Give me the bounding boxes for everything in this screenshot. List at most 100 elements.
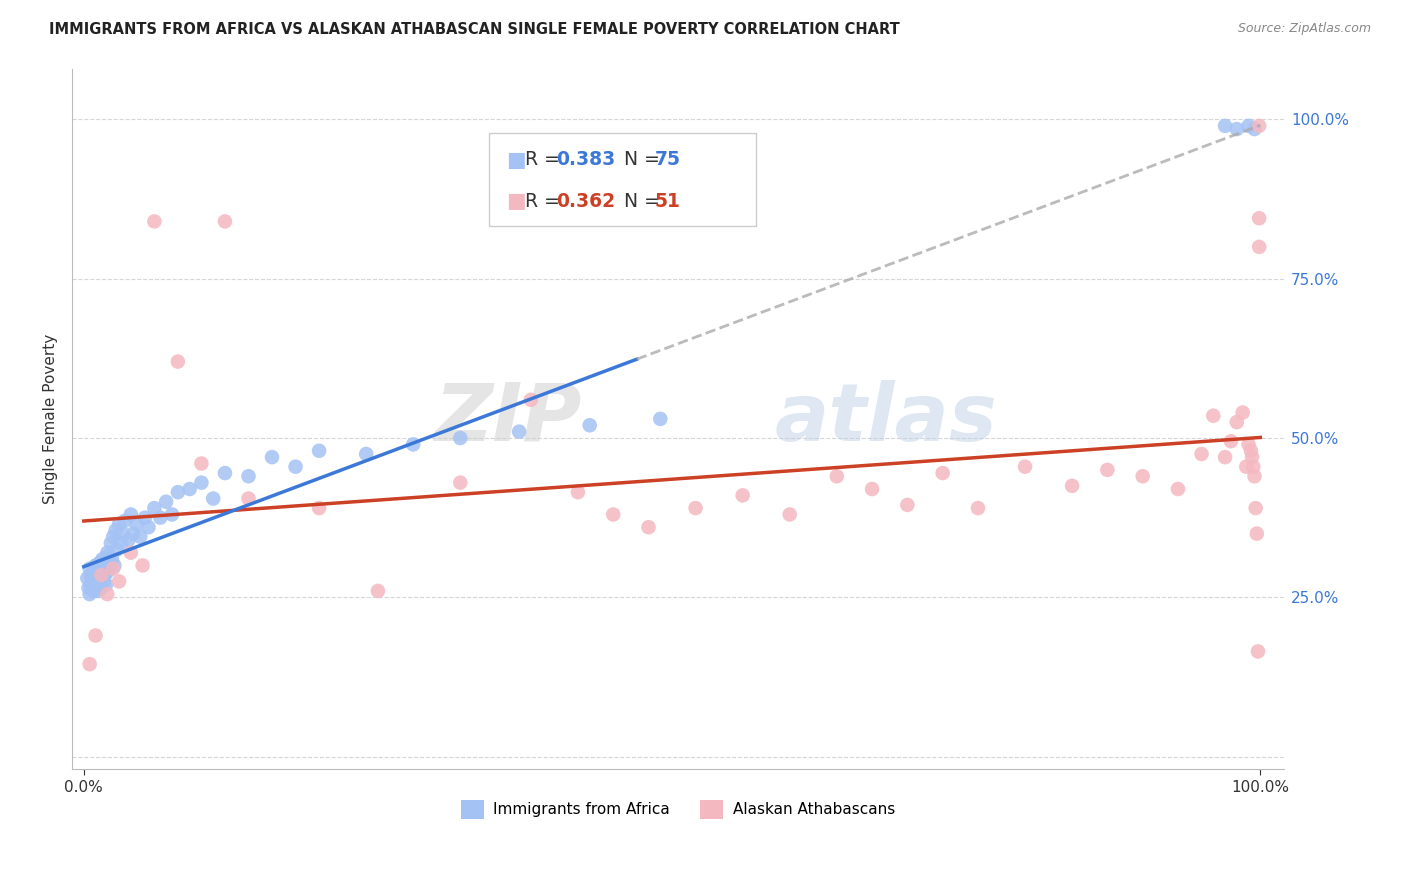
Point: [111, 526, 134, 541]
Point: [896, 498, 918, 512]
Point: [260, 450, 283, 464]
Point: [238, 469, 260, 483]
Point: [1244, 501, 1267, 516]
Point: [1246, 526, 1268, 541]
Point: [93, 574, 115, 589]
Point: [449, 475, 471, 490]
Point: [143, 501, 166, 516]
Point: [860, 482, 883, 496]
Point: [1191, 447, 1213, 461]
Point: [1249, 211, 1271, 226]
Point: [96, 587, 118, 601]
Point: [284, 459, 307, 474]
Point: [308, 443, 330, 458]
Point: [1226, 415, 1249, 429]
Point: [117, 533, 139, 547]
Text: R =: R =: [526, 150, 567, 169]
Y-axis label: Single Female Poverty: Single Female Poverty: [44, 334, 58, 504]
Point: [80, 568, 103, 582]
Point: [125, 516, 148, 531]
Text: ■: ■: [506, 150, 526, 169]
Point: [100, 536, 122, 550]
Point: [108, 516, 131, 531]
Point: [214, 214, 236, 228]
Point: [1062, 479, 1084, 493]
Point: [80, 581, 103, 595]
Text: N =: N =: [624, 192, 666, 211]
Point: [89, 555, 111, 569]
Point: [1241, 450, 1264, 464]
Point: [101, 552, 124, 566]
Point: [87, 571, 110, 585]
Point: [114, 514, 136, 528]
Point: [190, 475, 212, 490]
Point: [103, 530, 125, 544]
Point: [238, 491, 260, 506]
Point: [94, 568, 117, 582]
Point: [685, 501, 707, 516]
Point: [179, 482, 201, 496]
Point: [87, 561, 110, 575]
Point: [91, 552, 114, 566]
Point: [167, 354, 190, 368]
Point: [1241, 459, 1264, 474]
Point: [84, 628, 107, 642]
Point: [931, 466, 953, 480]
Point: [82, 583, 104, 598]
Point: [214, 466, 236, 480]
Point: [94, 558, 117, 573]
Point: [1219, 434, 1241, 449]
Point: [1014, 459, 1036, 474]
Point: [1213, 119, 1236, 133]
Point: [87, 583, 110, 598]
Text: R =: R =: [526, 192, 567, 211]
Point: [1167, 482, 1189, 496]
Point: [354, 447, 377, 461]
Point: [79, 587, 101, 601]
Point: [129, 530, 152, 544]
Point: [120, 508, 142, 522]
Point: [1249, 119, 1271, 133]
Point: [578, 418, 600, 433]
Text: Source: ZipAtlas.com: Source: ZipAtlas.com: [1237, 22, 1371, 36]
Point: [79, 657, 101, 672]
Point: [80, 577, 103, 591]
Point: [1226, 122, 1249, 136]
Point: [86, 565, 108, 579]
Point: [308, 501, 330, 516]
Point: [160, 508, 183, 522]
Point: [90, 568, 112, 582]
Text: 0.383: 0.383: [557, 150, 616, 169]
Point: [1232, 405, 1254, 419]
Point: [94, 577, 117, 591]
Text: N =: N =: [624, 150, 666, 169]
Point: [98, 561, 121, 575]
Point: [1213, 450, 1236, 464]
Point: [779, 508, 801, 522]
Point: [120, 546, 142, 560]
Point: [190, 457, 212, 471]
Point: [520, 392, 543, 407]
Point: [96, 565, 118, 579]
Text: 51: 51: [655, 192, 681, 211]
Point: [508, 425, 530, 439]
Point: [1237, 119, 1260, 133]
Point: [967, 501, 990, 516]
Point: [103, 561, 125, 575]
Point: [108, 574, 131, 589]
Point: [84, 568, 107, 582]
Point: [1097, 463, 1119, 477]
Point: [104, 524, 127, 538]
Point: [84, 558, 107, 573]
Point: [80, 571, 103, 585]
Text: ■: ■: [506, 192, 526, 211]
Legend: Immigrants from Africa, Alaskan Athabascans: Immigrants from Africa, Alaskan Athabasc…: [456, 794, 901, 825]
Point: [96, 546, 118, 560]
Point: [138, 520, 160, 534]
Text: 75: 75: [655, 150, 681, 169]
Point: [105, 542, 128, 557]
Point: [1202, 409, 1225, 423]
Point: [731, 488, 754, 502]
Point: [90, 568, 112, 582]
Point: [83, 561, 105, 575]
